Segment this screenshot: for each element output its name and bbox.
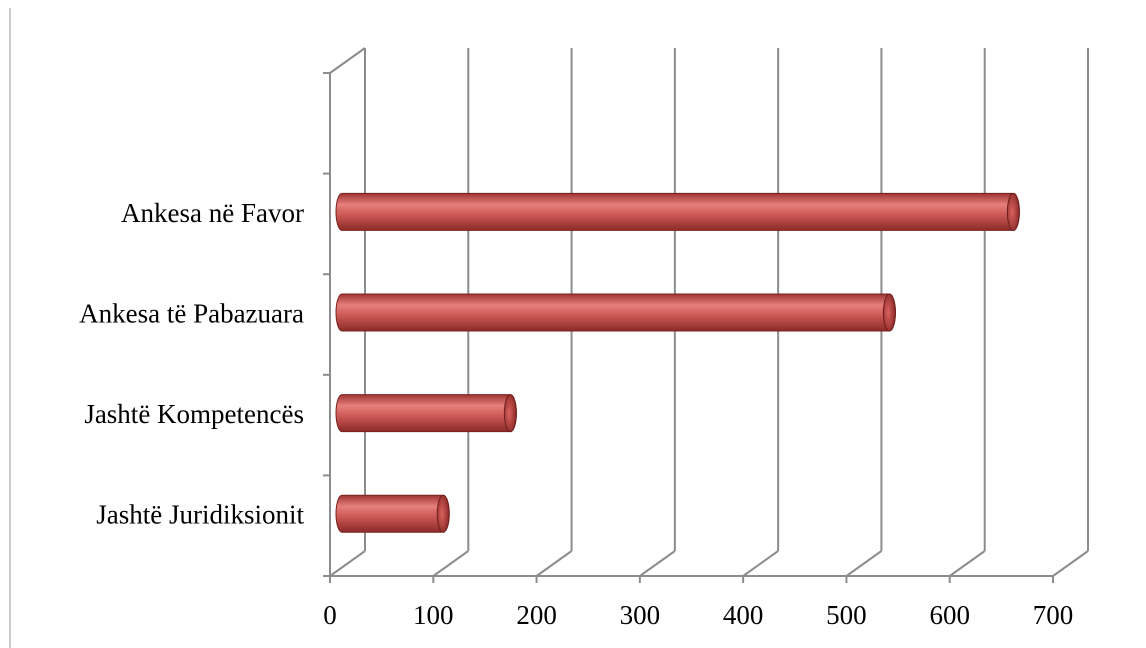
bar-3 <box>335 293 896 332</box>
category-label-1: Jashtë Juridiksionit <box>96 500 304 530</box>
bar-end-cap <box>882 293 896 332</box>
bar-4 <box>335 192 1020 231</box>
category-label-3: Ankesa të Pabazuara <box>79 299 304 329</box>
floor-line-500 <box>845 550 883 577</box>
left-wall-top-edge <box>329 47 366 74</box>
x-tick-label-600: 600 <box>929 600 970 630</box>
axes <box>323 47 1089 583</box>
bar-body <box>335 192 1020 231</box>
x-tick-label-100: 100 <box>413 600 454 630</box>
bar-1 <box>335 494 450 533</box>
x-tick-label-0: 0 <box>323 600 337 630</box>
floor-line-600 <box>949 550 986 577</box>
x-tick-label-300: 300 <box>620 600 661 630</box>
bar-body <box>335 293 896 332</box>
floor-line-100 <box>432 550 469 577</box>
x-tick-label-200: 200 <box>516 600 557 630</box>
bar-end-cap <box>436 494 450 533</box>
category-label-4: Ankesa në Favor <box>121 198 304 228</box>
bar-2 <box>335 394 517 433</box>
bar-body <box>335 394 517 433</box>
bar-end-cap <box>503 394 517 433</box>
floor-line-700 <box>1052 550 1089 577</box>
bar-body <box>335 494 450 533</box>
floor-line-400 <box>742 550 779 577</box>
bars <box>335 192 1020 533</box>
category-label-2: Jashtë Kompetencës <box>84 399 304 429</box>
x-tick-label-700: 700 <box>1033 600 1074 630</box>
floor-line-200 <box>535 550 573 577</box>
labels: 0 100 200 300 400 500 600 700 Jashtë Juridiksion… <box>79 198 1073 630</box>
x-tick-label-500: 500 <box>826 600 867 630</box>
x-tick-label-400: 400 <box>723 600 764 630</box>
floor-line-300 <box>639 550 676 577</box>
bar-end-cap <box>1006 192 1020 231</box>
floor-line-0 <box>329 550 366 577</box>
